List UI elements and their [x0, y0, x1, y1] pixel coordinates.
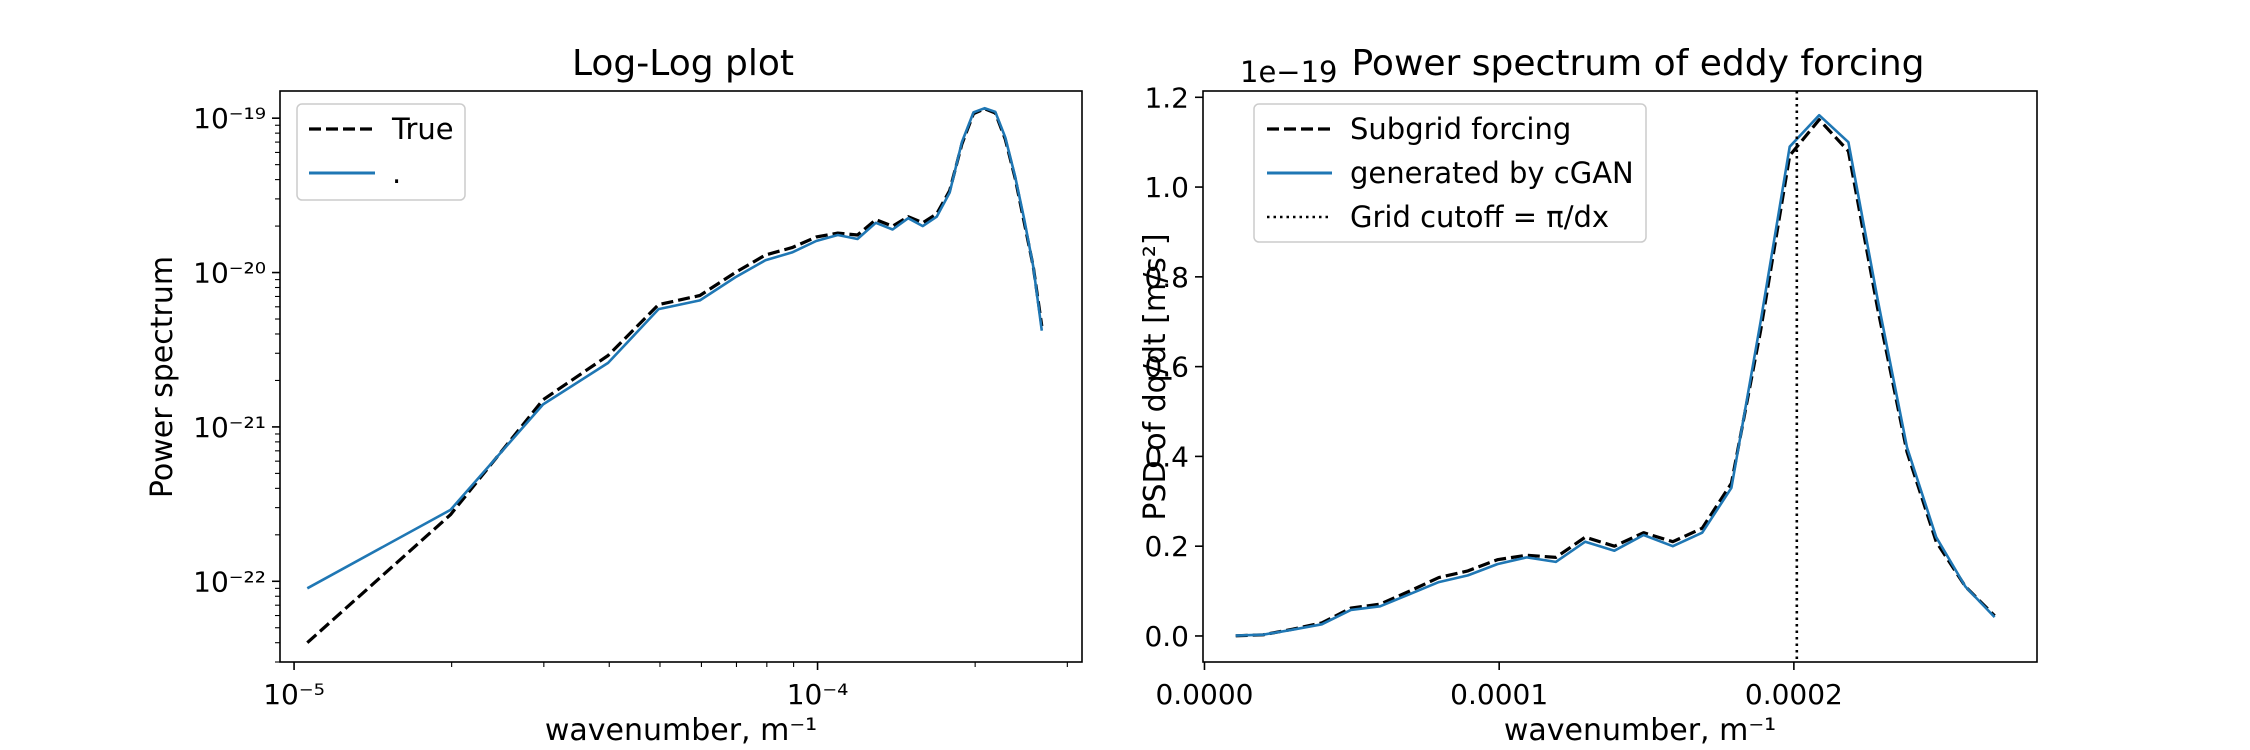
axes-frame: [1202, 90, 2038, 663]
y-tick-label: 0.2: [1144, 530, 1189, 563]
legend-label-true: True: [391, 112, 454, 146]
y-tick-label: 0.0: [1144, 620, 1189, 653]
y-tick-label: 1.0: [1144, 171, 1189, 204]
x-tick-label: 0.0002: [1745, 678, 1843, 711]
y-tick-label: 10⁻²¹: [193, 411, 266, 444]
x-tick-label: 0.0000: [1155, 678, 1253, 711]
y-tick-label: 0.6: [1144, 351, 1189, 384]
x-tick-label: 10⁻⁴: [787, 678, 849, 711]
series-line-generated: [1235, 113, 1996, 637]
y-tick-label: 0.8: [1144, 261, 1189, 294]
x-tick-label: 10⁻⁵: [263, 678, 325, 711]
legend-label-cgan: generated by cGAN: [1350, 156, 1634, 190]
y-tick-label: 10⁻¹⁹: [193, 102, 266, 135]
legend-label-cgan: .: [392, 156, 401, 190]
y-tick-label: 1.2: [1144, 81, 1189, 114]
axes-frame: [279, 90, 1083, 663]
series-line-reference: [306, 107, 1044, 644]
legend-label-subgrid: Subgrid forcing: [1350, 112, 1571, 146]
plot-area: [1235, 91, 1996, 662]
legend: True .: [296, 103, 466, 201]
series-line-generated: [306, 106, 1044, 590]
legend: Subgrid forcing generated by cGAN Grid c…: [1253, 103, 1647, 243]
axis-ticks: 0.0000 0.0001 0.0002 0.0 0.2 0.4 0.6 0.8 1.0 1.2: [1144, 81, 1842, 711]
x-axis-label: wavenumber, m⁻¹: [545, 713, 817, 748]
legend-frame: [296, 103, 466, 201]
legend-frame: [1253, 103, 1647, 243]
axis-ticks: 10⁻⁵ 10⁻⁴ 10⁻²² 10⁻²¹ 10⁻²⁰ 10⁻¹⁹: [193, 102, 1068, 711]
y-axis-label: PSD of dq/dt [m/s²]: [1138, 233, 1173, 520]
x-tick-label: 0.0001: [1450, 678, 1548, 711]
plot-area: [306, 106, 1044, 644]
y-axis-label: Power spectrum: [145, 256, 180, 498]
series-line-reference: [1235, 118, 1996, 638]
y-tick-label: 10⁻²⁰: [193, 257, 266, 290]
panel-linear: Power spectrum of eddy forcing 1e−19 0.0…: [1138, 43, 2038, 748]
x-axis-label: wavenumber, m⁻¹: [1504, 713, 1776, 748]
panel-loglog: Log-Log plot 10⁻⁵ 10⁻⁴ 10⁻²² 10⁻²¹ 10⁻²⁰ 10⁻¹…: [145, 43, 1083, 748]
chart-title: Power spectrum of eddy forcing: [1352, 43, 1925, 84]
y-tick-label: 0.4: [1144, 440, 1189, 473]
y-offset-text: 1e−19: [1240, 55, 1338, 89]
y-tick-label: 10⁻²²: [193, 565, 266, 598]
legend-label-cutoff: Grid cutoff = π/dx: [1350, 200, 1609, 234]
chart-title: Log-Log plot: [572, 43, 794, 84]
